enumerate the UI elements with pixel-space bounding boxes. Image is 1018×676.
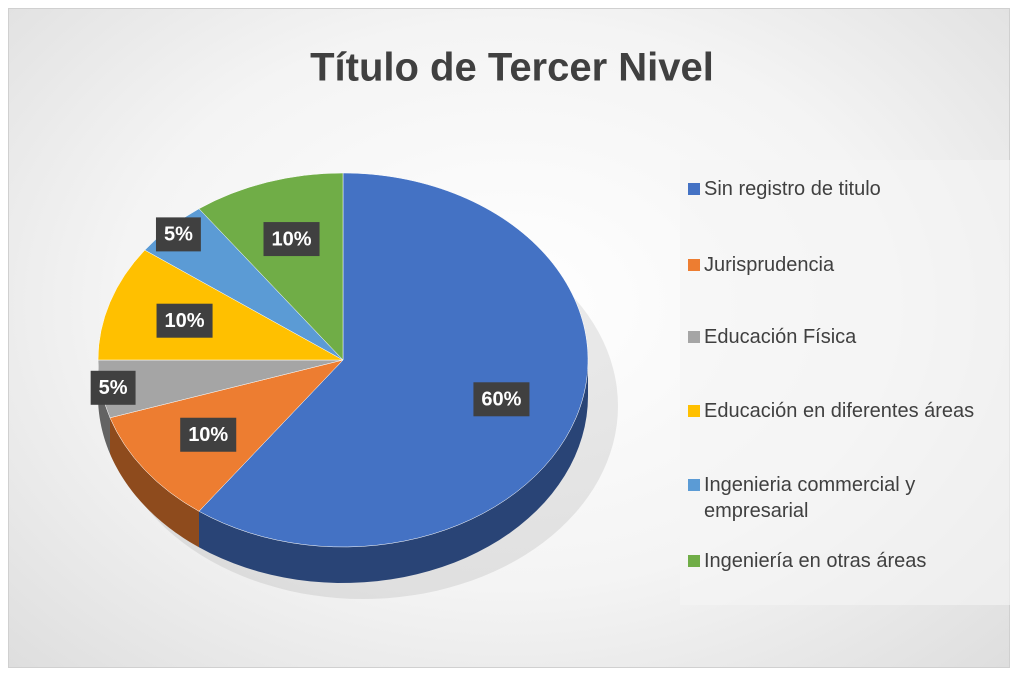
legend-label: Sin registro de titulo [704, 178, 881, 200]
pie-slice [198, 172, 344, 361]
data-label-box [156, 303, 213, 338]
data-label-text: 60% [481, 389, 521, 411]
pie-side [109, 417, 199, 548]
legend-label: Ingenieria commercial y empresarial [704, 474, 916, 522]
data-label-box [90, 370, 136, 405]
data-label-text: 5% [164, 224, 193, 246]
legend-swatch [688, 331, 700, 343]
data-label-text: 10% [165, 310, 205, 332]
legend-swatch [688, 405, 700, 417]
legend-item: Jurisprudencia [688, 252, 1006, 278]
legend-swatch [688, 479, 700, 491]
data-label: 10% [263, 222, 320, 257]
chart-title: Título de Tercer Nivel [310, 46, 714, 90]
legend-label: Ingeniería en otras áreas [704, 550, 927, 572]
pie-slice [198, 172, 589, 548]
data-label: 10% [180, 417, 237, 452]
data-label: 5% [90, 370, 136, 405]
legend-label: Jurisprudencia [704, 254, 835, 276]
pie-sides [98, 360, 588, 583]
legend-item: Educación en diferentes áreas [688, 398, 1006, 424]
data-label: 60% [473, 382, 530, 417]
data-label-text: 5% [99, 377, 128, 399]
legend-label: Educación en diferentes áreas [704, 400, 975, 422]
legend-item: Ingeniería en otras áreas [688, 548, 1006, 574]
legend: Sin registro de titulo Jurisprudencia Educ… [680, 160, 1010, 605]
legend-item: Sin registro de titulo [688, 176, 1006, 202]
legend-swatch [688, 555, 700, 567]
data-label-box [473, 382, 530, 417]
pie-side [98, 360, 110, 454]
pie-side [198, 360, 588, 583]
legend-swatch [688, 183, 700, 195]
legend-label: Educación Física [704, 326, 857, 348]
data-label-box [180, 417, 237, 452]
legend-swatch [688, 259, 700, 271]
legend-item: Educación Física [688, 324, 1006, 350]
data-label-text: 10% [188, 424, 228, 446]
data-label: 5% [155, 217, 201, 252]
data-label-box [155, 217, 201, 252]
data-label-text: 10% [272, 228, 312, 250]
legend-item: Ingenieria commercial y empresarial [688, 472, 1006, 524]
data-label: 10% [156, 303, 213, 338]
data-label-box [263, 222, 320, 257]
